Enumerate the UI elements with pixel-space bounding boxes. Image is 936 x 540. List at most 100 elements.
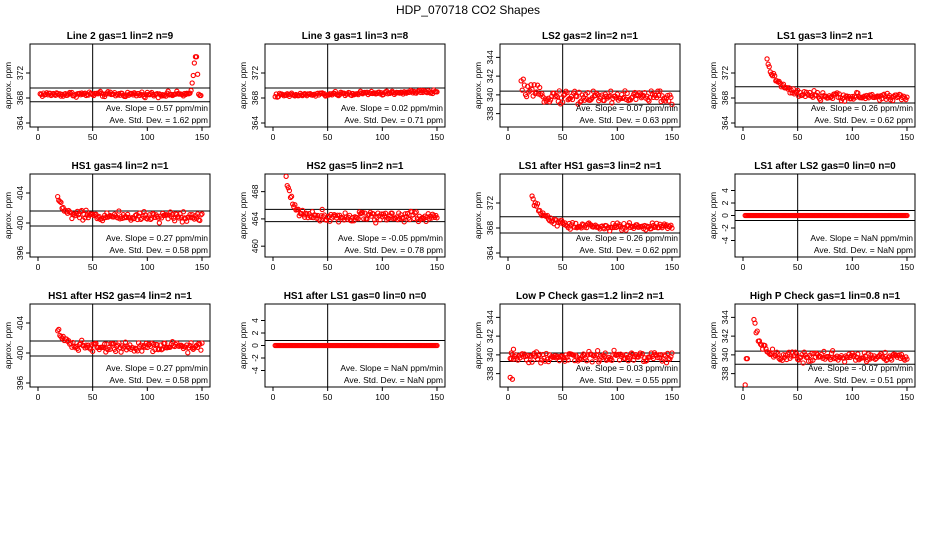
slope-text: Ave. Slope = 0.26 ppm/min [811, 103, 913, 113]
data-point [904, 356, 910, 362]
x-tick-label: 50 [793, 392, 803, 402]
slope-text: Ave. Slope = 0.07 ppm/min [576, 103, 678, 113]
data-point [188, 87, 194, 94]
data-point [56, 326, 62, 333]
data-point [554, 93, 560, 100]
x-tick-label: 50 [323, 262, 333, 272]
data-point [510, 346, 517, 352]
plot-frame [499, 303, 681, 388]
x-tick-label: 150 [665, 392, 679, 402]
x-tick-label: 0 [271, 132, 276, 142]
x-tick-label: 100 [375, 392, 389, 402]
x-tick-label: 0 [36, 262, 41, 272]
data-point [272, 94, 278, 100]
data-points [742, 212, 910, 219]
data-point [766, 350, 772, 357]
data-point [349, 218, 355, 224]
data-point [508, 350, 514, 356]
data-point [541, 355, 547, 361]
data-points [272, 87, 440, 100]
data-point [529, 359, 535, 365]
data-point [669, 101, 675, 108]
data-point [589, 359, 595, 365]
data-point [564, 89, 570, 96]
y-tick-label: -4 [720, 236, 730, 244]
data-point [608, 88, 614, 94]
data-point [99, 217, 106, 224]
slope-text: Ave. Slope = -0.05 ppm/min [338, 233, 443, 243]
panel-title: LS2 gas=2 lin=2 n=1 [542, 31, 638, 42]
data-point [798, 354, 804, 360]
y-tick-label: -4 [250, 366, 260, 374]
chart-panel: LS1 gas=3 lin=2 n=1 0 50 100 150 364 368 372app… [708, 31, 916, 142]
std-text: Ave. Std. Dev. = 0.58 ppm [109, 375, 208, 385]
data-point [904, 94, 910, 100]
data-point [90, 348, 96, 355]
data-point [786, 349, 792, 355]
data-point [312, 212, 319, 219]
data-point [648, 88, 654, 94]
data-point [149, 215, 155, 221]
data-point [49, 92, 55, 98]
panel-title: Line 3 gas=1 lin=3 n=8 [302, 31, 409, 42]
data-point [668, 222, 674, 228]
data-point [360, 209, 366, 216]
y-tick-label: 364 [720, 116, 730, 130]
y-axis-label: approx. ppm [708, 322, 718, 369]
chart-panel: HS2 gas=5 lin=2 n=1 0 50 100 150 460 464 468app… [238, 161, 446, 272]
data-point [290, 201, 296, 207]
data-point [283, 174, 289, 179]
y-tick-label: 338 [485, 366, 495, 380]
data-point [79, 337, 85, 343]
data-points [764, 56, 910, 104]
data-points [529, 193, 675, 234]
data-points [283, 174, 440, 226]
slope-text: Ave. Slope = 0.02 ppm/min [341, 103, 443, 113]
slope-text: Ave. Slope = NaN ppm/min [340, 363, 443, 373]
panel-title: LS1 after HS1 gas=3 lin=2 n=1 [519, 161, 662, 172]
y-tick-label: 0 [250, 343, 260, 348]
data-point [813, 350, 819, 356]
y-tick-label: 340 [485, 348, 495, 362]
data-point [190, 72, 196, 79]
y-axis-label: approx. ppm [473, 192, 483, 239]
data-point [528, 82, 534, 88]
x-tick-label: 150 [665, 262, 679, 272]
std-text: Ave. Std. Dev. = 1.62 ppm [109, 115, 208, 125]
x-tick-label: 0 [36, 392, 41, 402]
y-tick-label: 400 [15, 346, 25, 360]
data-point [116, 208, 122, 214]
x-tick-label: 0 [36, 132, 41, 142]
data-point [656, 352, 662, 358]
panels: Line 2 gas=1 lin=2 n=9 0 50 100 150 364 368 372… [3, 31, 916, 402]
data-point [199, 340, 205, 346]
x-tick-label: 0 [741, 392, 746, 402]
y-tick-label: 342 [720, 329, 730, 343]
data-point [637, 350, 643, 356]
plot-frame [734, 43, 916, 128]
data-point [112, 348, 119, 355]
data-point [855, 351, 861, 357]
data-point [572, 357, 578, 364]
data-point [775, 351, 781, 357]
data-point [527, 353, 533, 359]
data-point [584, 358, 590, 364]
data-point [288, 193, 295, 199]
y-tick-label: 4 [720, 188, 730, 193]
data-point [57, 198, 63, 205]
y-tick-label: 344 [485, 310, 495, 324]
chart-panel: Line 2 gas=1 lin=2 n=9 0 50 100 150 364 368 372… [3, 31, 211, 142]
y-tick-label: 368 [485, 221, 495, 235]
data-point [756, 338, 763, 344]
plot-frame [264, 173, 446, 258]
panel-title: LS1 gas=3 lin=2 n=1 [777, 31, 873, 42]
data-point [633, 96, 639, 103]
panel-title: Low P Check gas=1.2 lin=2 n=1 [516, 291, 664, 302]
data-point [850, 353, 857, 359]
data-point [67, 209, 73, 215]
plot-frame [264, 43, 446, 128]
std-text: Ave. Std. Dev. = 0.58 ppm [109, 245, 208, 255]
plot-frame [29, 303, 211, 388]
x-tick-label: 150 [430, 132, 444, 142]
